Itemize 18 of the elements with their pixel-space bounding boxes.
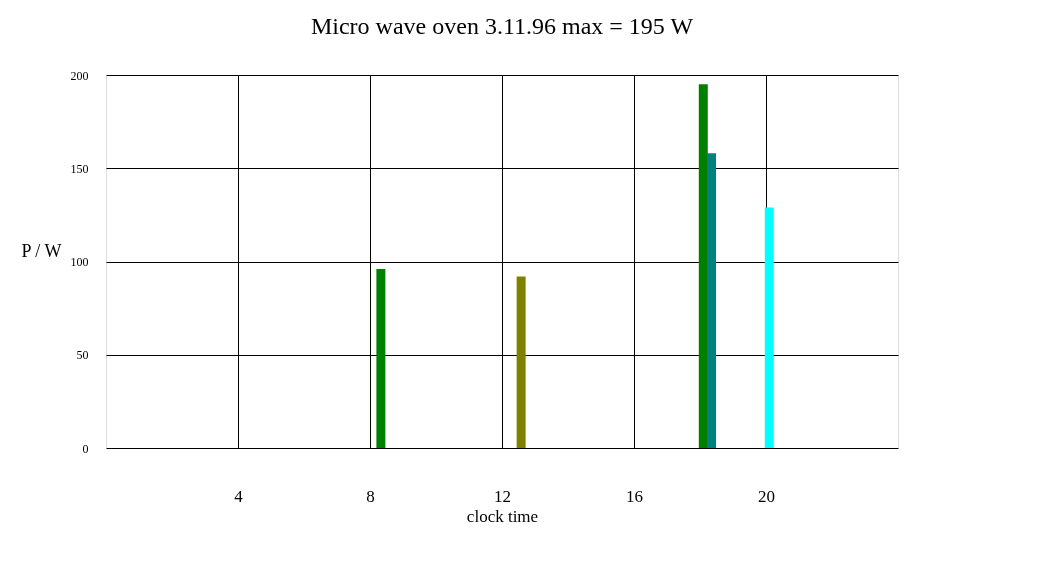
y-axis-title: P / W [21,240,62,261]
bar [764,207,774,448]
y-tick-label: 200 [70,68,89,83]
bar [376,268,386,448]
y-tick-label: 0 [82,441,89,456]
x-tick-label: 4 [234,486,244,506]
y-tick-label: 50 [76,348,89,363]
bar [707,153,717,448]
x-tick-label: 8 [366,486,375,506]
chart-title: Micro wave oven 3.11.96 max = 195 W [310,13,694,39]
x-tick-label: 16 [626,486,643,506]
x-tick-label: 20 [758,486,775,506]
y-tick-label: 100 [70,255,89,269]
x-axis-title: clock time [466,506,539,526]
y-tick-label: 150 [70,161,89,176]
x-tick-label: 12 [494,486,511,506]
bar [516,276,526,448]
bar [698,84,708,448]
